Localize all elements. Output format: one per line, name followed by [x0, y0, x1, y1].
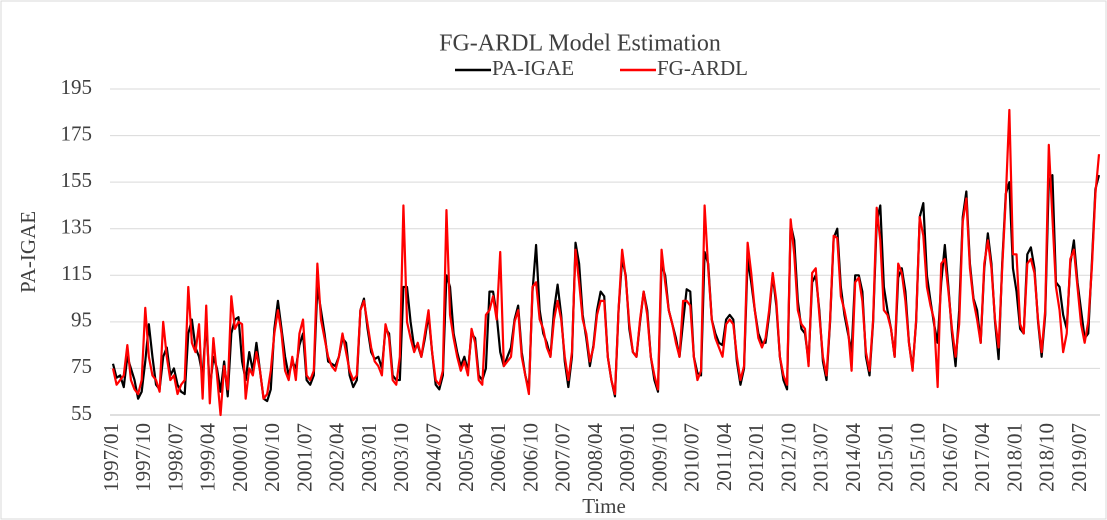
x-tick-label: 2014/04 [841, 423, 865, 492]
x-tick-label: 2009/10 [647, 423, 671, 492]
x-tick-label: 2000/01 [228, 423, 252, 492]
x-tick-label: 2012/10 [776, 423, 800, 492]
x-tick-label: 1997/01 [99, 423, 123, 492]
x-tick-label: 2018/10 [1035, 423, 1059, 492]
x-tick-label: 1997/10 [131, 423, 155, 492]
y-tick-label: 195 [61, 75, 93, 99]
x-tick-label: 2001/07 [292, 423, 316, 492]
y-tick-label: 55 [71, 401, 92, 425]
x-tick-label: 2002/04 [325, 423, 349, 492]
x-tick-label: 2015/10 [906, 423, 930, 492]
legend-label: FG-ARDL [657, 56, 748, 80]
x-tick-label: 2006/01 [486, 423, 510, 492]
y-tick-label: 115 [61, 261, 92, 285]
x-tick-label: 2003/10 [389, 423, 413, 492]
y-tick-label: 95 [71, 308, 92, 332]
x-tick-label: 2011/04 [712, 423, 736, 492]
x-tick-label: 2017/04 [970, 423, 994, 492]
y-tick-label: 135 [61, 215, 93, 239]
x-tick-label: 1999/04 [196, 423, 220, 492]
x-tick-label: 2003/01 [357, 423, 381, 492]
x-tick-label: 2013/07 [809, 423, 833, 492]
x-tick-label: 1998/07 [163, 423, 187, 492]
y-tick-label: 75 [71, 354, 92, 378]
y-tick-label: 175 [61, 121, 93, 145]
x-tick-label: 2018/01 [1002, 423, 1026, 492]
x-tick-label: 2010/07 [680, 423, 704, 492]
x-tick-label: 2006/10 [518, 423, 542, 492]
chart-title: FG-ARDL Model Estimation [439, 31, 721, 57]
x-tick-label: 2004/07 [422, 423, 446, 492]
x-tick-label: 2005/04 [454, 423, 478, 492]
legend-label: PA-IGAE [492, 56, 574, 80]
x-tick-label: 2015/01 [873, 423, 897, 492]
y-axis-label: PA-IGAE [16, 211, 40, 293]
y-tick-label: 155 [61, 168, 93, 192]
x-tick-label: 2019/07 [1067, 423, 1091, 492]
x-tick-label: 2000/10 [260, 423, 284, 492]
x-tick-label: 2016/07 [938, 423, 962, 492]
x-tick-label: 2009/01 [615, 423, 639, 492]
x-axis-label: Time [582, 494, 626, 518]
x-tick-label: 2012/01 [744, 423, 768, 492]
series-line [111, 108, 1101, 417]
x-tick-label: 2008/04 [583, 423, 607, 492]
x-tick-label: 2007/07 [551, 423, 575, 492]
